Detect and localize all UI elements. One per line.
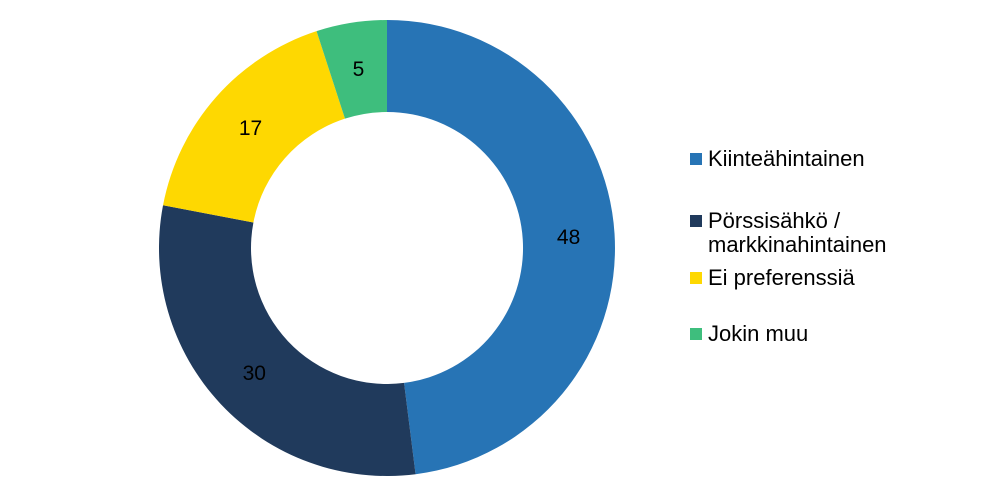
donut-segment-jokin-muu bbox=[316, 20, 387, 119]
segment-data-label: 17 bbox=[239, 117, 262, 140]
segment-data-label: 30 bbox=[243, 362, 266, 385]
legend-item-kiinteahintainen: Kiinteähintainen bbox=[690, 147, 865, 171]
legend: Kiinteähintainen Pörssisähkö / markkinah… bbox=[690, 0, 990, 500]
legend-item-jokin-muu: Jokin muu bbox=[690, 322, 808, 346]
legend-item-ei-preferenssia: Ei preferenssiä bbox=[690, 266, 855, 290]
segment-data-label: 48 bbox=[557, 226, 580, 249]
legend-swatch-jokin-muu-icon bbox=[690, 328, 702, 340]
segment-data-label: 5 bbox=[353, 58, 365, 81]
legend-label-porssisahko: Pörssisähkö / markkinahintainen bbox=[708, 208, 887, 257]
legend-label-kiinteahintainen: Kiinteähintainen bbox=[708, 146, 865, 171]
donut-segment-kiinte-hintainen bbox=[387, 20, 615, 475]
legend-label-jokin-muu: Jokin muu bbox=[708, 321, 809, 346]
legend-swatch-porssisahko-icon bbox=[690, 215, 702, 227]
donut-segment-ei-preferenssi bbox=[163, 31, 345, 223]
legend-item-porssisahko: Pörssisähkö / markkinahintainen bbox=[690, 209, 908, 257]
legend-swatch-ei-preferenssia-icon bbox=[690, 272, 702, 284]
donut-segment-p-rssis-hk-markkinahintainen bbox=[159, 205, 416, 476]
legend-swatch-kiinteahintainen-icon bbox=[690, 153, 702, 165]
legend-label-ei-preferenssia: Ei preferenssiä bbox=[708, 265, 855, 290]
